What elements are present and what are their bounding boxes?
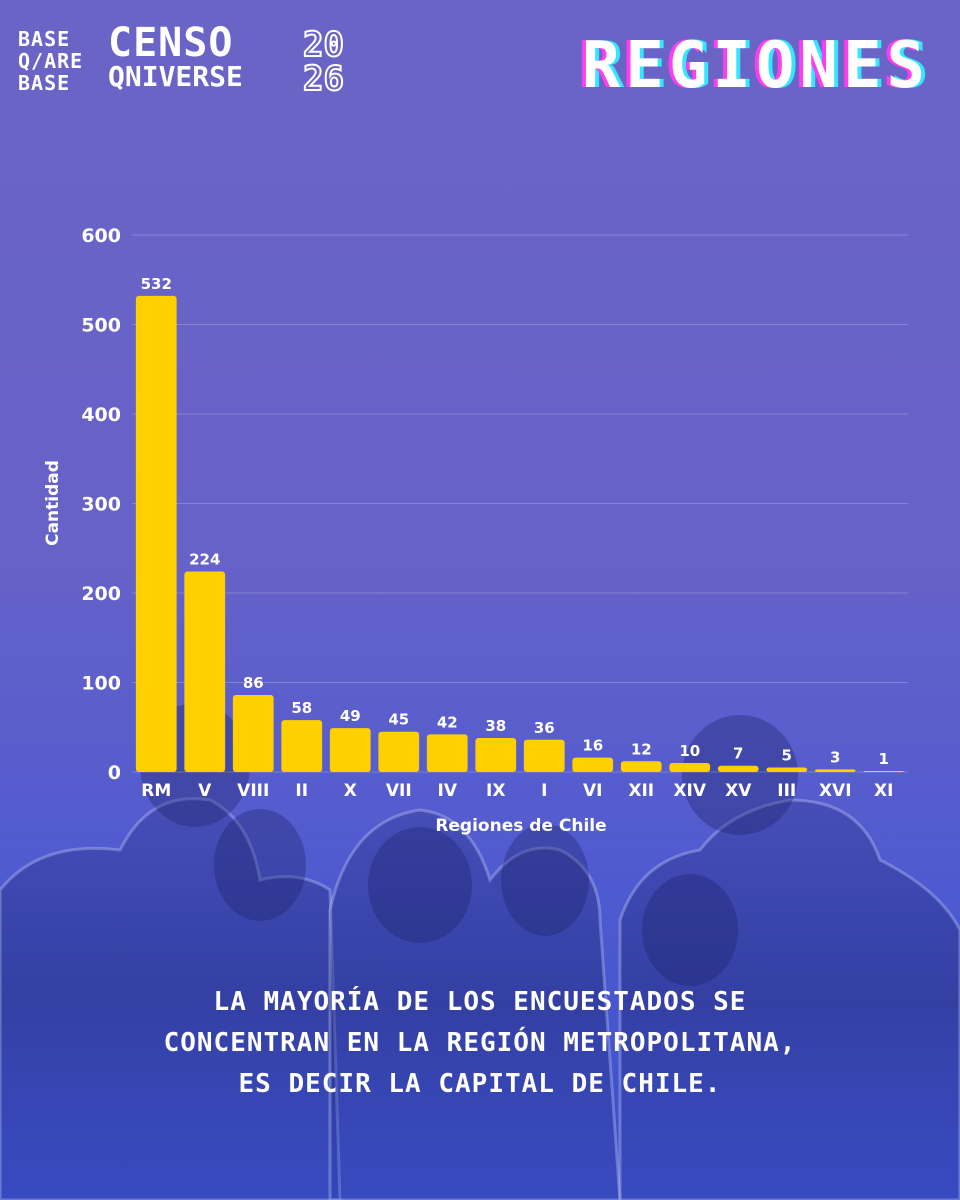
x-tick-label: IX (486, 781, 505, 801)
bar-value-label: 10 (679, 742, 700, 760)
logo-line-qniverse: QNIVERSE (108, 60, 243, 93)
bar-value-labels: 532 224 86 58 49 45 42 38 36 16 12 10 7 5 3 1 (141, 275, 889, 768)
summary-line: concentran en la región metropolitana, (163, 1028, 797, 1058)
bar-value-label: 49 (340, 707, 361, 725)
bar-value-label: 58 (291, 699, 312, 717)
bar-value-label: 5 (782, 747, 792, 765)
x-tick-label: VIII (237, 781, 269, 801)
bar-iii (766, 767, 808, 772)
summary-line: es decir la capital de Chile. (238, 1069, 722, 1099)
bar-x (329, 728, 371, 772)
logo-year: 20 26 (302, 25, 373, 99)
bar-value-label: 16 (582, 737, 603, 755)
logo-base-qare-base: BASE Q/ARE BASE (18, 28, 98, 94)
logo-small-line: Q/ARE (18, 49, 84, 73)
logo-year-top: 20 (302, 25, 345, 65)
bar-xv (717, 765, 759, 772)
y-tick-label: 300 (81, 494, 121, 516)
bar-value-label: 42 (437, 713, 458, 731)
y-axis-ticks: 0 100 200 300 400 500 600 (81, 225, 121, 784)
bar-vii (378, 731, 420, 772)
chart-gridlines (132, 234, 908, 773)
x-tick-label: III (777, 781, 796, 801)
x-tick-label: IV (438, 781, 458, 801)
x-axis-ticks: RM V VIII II X VII IV IX I VI XII XIV XV III XVI XI (141, 781, 893, 801)
x-tick-label: VII (386, 781, 412, 801)
bar-value-label: 3 (830, 748, 840, 766)
band-photo-background (0, 703, 960, 1200)
bar-v (184, 571, 226, 772)
bar-value-label: 1 (879, 750, 889, 768)
bar-iv (426, 734, 468, 772)
y-tick-label: 100 (81, 673, 121, 695)
y-axis-label: Cantidad (43, 460, 63, 546)
bar-xvi (814, 769, 856, 772)
x-tick-label: XV (725, 781, 752, 801)
x-tick-label: II (295, 781, 308, 801)
bar-value-label: 36 (534, 719, 555, 737)
y-tick-label: 600 (81, 225, 121, 247)
bar-xi (863, 771, 905, 772)
y-tick-label: 500 (81, 315, 121, 337)
x-tick-label: V (198, 781, 212, 801)
bar-xii (620, 761, 662, 772)
bar-value-label: 224 (189, 551, 220, 569)
summary-line: La mayoría de los encuestados se (213, 987, 747, 1017)
regiones-bar-chart: 0 100 200 300 400 500 600 532 224 86 58 49 45 42 38 36… (43, 225, 908, 836)
logo-small-line: BASE (18, 71, 71, 95)
x-tick-label: XVI (819, 781, 852, 801)
x-tick-label: I (541, 781, 547, 801)
bar-ix (475, 737, 517, 772)
x-axis-label: Regiones de Chile (435, 816, 606, 836)
bar-vi (572, 757, 614, 772)
x-tick-label: X (344, 781, 357, 801)
chart-bars (135, 295, 905, 772)
x-tick-label: RM (141, 781, 171, 801)
x-tick-label: XII (628, 781, 654, 801)
bar-xiv (669, 763, 711, 772)
bar-value-label: 45 (388, 711, 409, 729)
bar-value-label: 532 (141, 275, 172, 293)
page-title: REGIONES (581, 29, 930, 103)
y-tick-label: 200 (81, 583, 121, 605)
logo-line-censo: CENSO (108, 20, 234, 66)
bar-viii (232, 695, 274, 772)
bar-value-label: 12 (631, 740, 652, 758)
bar-rm (135, 295, 177, 772)
bar-i (523, 739, 565, 772)
x-tick-label: XIV (673, 781, 706, 801)
y-tick-label: 400 (81, 404, 121, 426)
logo-year-bottom: 26 (302, 59, 345, 99)
bar-value-label: 7 (733, 745, 743, 763)
bar-value-label: 38 (485, 717, 506, 735)
y-tick-label: 0 (108, 762, 121, 784)
summary-text: La mayoría de los encuestados se concent… (40, 982, 920, 1105)
bar-value-label: 86 (243, 674, 264, 692)
x-tick-label: XI (874, 781, 893, 801)
logo-small-line: BASE (18, 27, 71, 51)
x-tick-label: VI (583, 781, 602, 801)
logo-wordmark: CENSO QNIVERSE (108, 20, 308, 94)
bar-ii (281, 720, 323, 772)
